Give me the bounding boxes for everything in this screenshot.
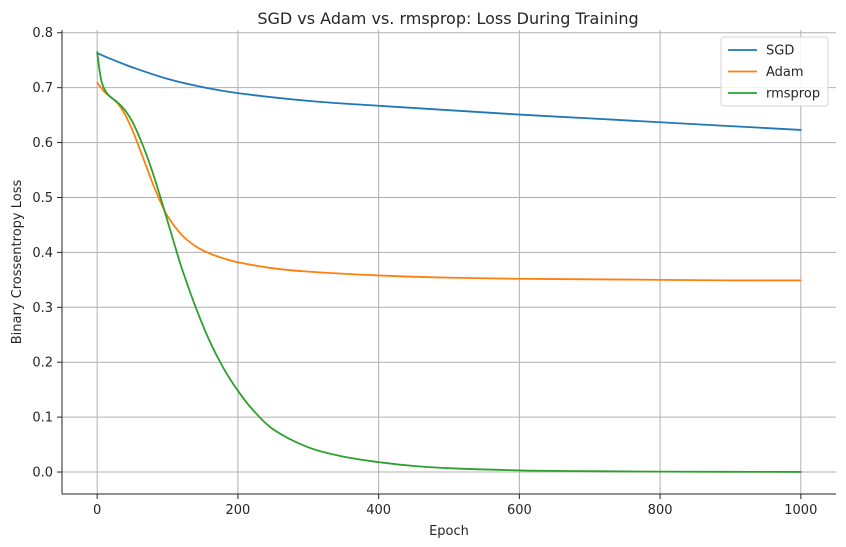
y-tick-label: 0.0 — [32, 466, 53, 481]
series-line-adam — [96, 81, 802, 282]
y-tick-label: 0.3 — [32, 301, 53, 316]
legend-label-rmsprop: rmsprop — [766, 87, 820, 102]
legend-frame — [720, 36, 829, 107]
y-tick-label: 0.7 — [32, 81, 53, 96]
axes — [61, 30, 836, 495]
x-tick-label: 200 — [225, 503, 250, 518]
y-axis-label: Binary Crossentropy Loss — [10, 180, 25, 345]
y-tick-label: 0.6 — [32, 136, 53, 151]
legend-items: SGD Adam rmsprop — [728, 44, 820, 102]
legend-label-adam: Adam — [766, 65, 804, 80]
y-axis-ticks: 0.0 0.1 0.2 0.3 0.4 0.5 0.6 0.7 0.8 — [32, 26, 62, 481]
x-axis-ticks: 0 200 400 600 800 1000 — [93, 494, 817, 518]
series-lines — [96, 51, 802, 473]
grid-lines — [62, 30, 836, 494]
chart-title: SGD vs Adam vs. rmsprop: Loss During Tra… — [257, 9, 638, 28]
y-tick-label: 0.1 — [32, 411, 53, 426]
y-tick-label: 0.4 — [32, 246, 53, 261]
y-tick-label: 0.2 — [32, 356, 53, 371]
y-tick-label: 0.5 — [32, 191, 53, 206]
x-tick-label: 0 — [93, 503, 101, 518]
x-tick-label: 400 — [366, 503, 391, 518]
legend: SGD Adam rmsprop — [720, 36, 829, 107]
series-line-rmsprop — [96, 51, 802, 473]
x-axis-label: Epoch — [429, 524, 469, 539]
series-line-sgd — [96, 52, 802, 131]
x-tick-label: 600 — [507, 503, 532, 518]
x-tick-label: 1000 — [784, 503, 817, 518]
x-tick-label: 800 — [648, 503, 673, 518]
y-tick-label: 0.8 — [32, 26, 53, 41]
legend-label-sgd: SGD — [766, 44, 794, 59]
